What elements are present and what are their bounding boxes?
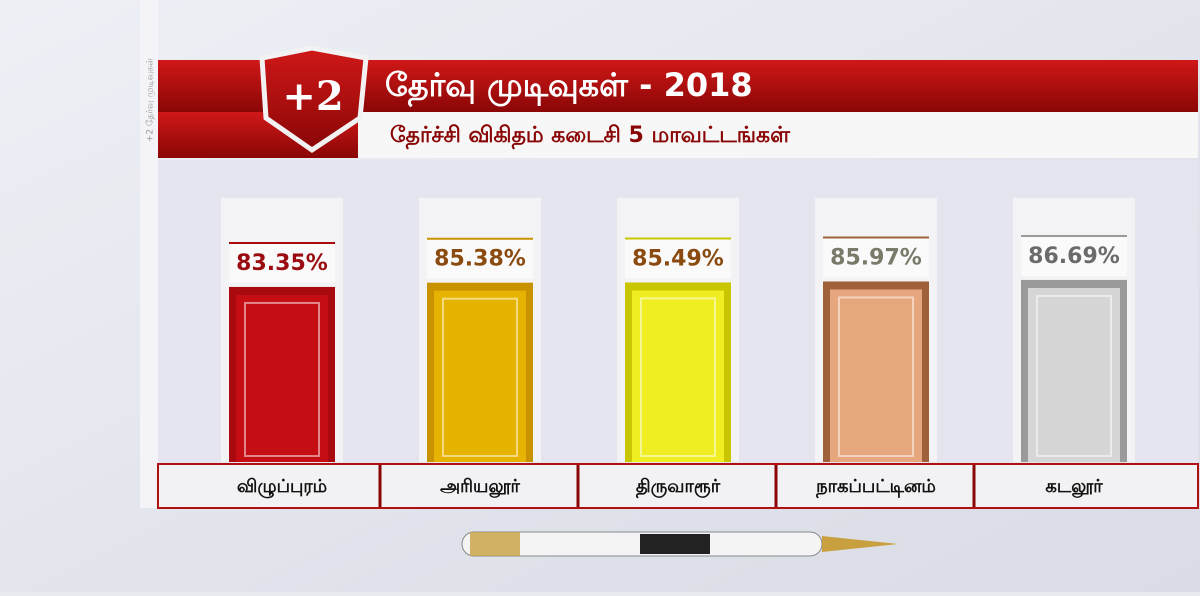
x-tick-label: கடலூர் <box>1045 476 1103 498</box>
bar-inner <box>838 296 914 458</box>
x-tick-label: அரியலூர் <box>440 476 520 498</box>
pen-nib <box>822 536 898 552</box>
value-label-box <box>427 238 533 279</box>
pen <box>461 531 898 557</box>
chart-subtitle: தேர்ச்சி விகிதம் கடைசி 5 மாவட்டங்கள் <box>390 123 791 150</box>
bar <box>1028 287 1120 462</box>
value-label-box <box>1021 235 1127 276</box>
bar <box>830 289 922 462</box>
x-tick-label: திருவாரூர் <box>636 476 721 499</box>
bar <box>632 290 724 462</box>
value-label: 85.49% <box>632 246 724 271</box>
value-label-box <box>823 237 929 278</box>
bar-inner <box>442 297 518 457</box>
x-tick-label: விழுப்புரம் <box>237 476 327 499</box>
badge: +2 <box>282 73 343 120</box>
value-label: 86.69% <box>1028 244 1120 269</box>
side-strip <box>140 0 158 508</box>
badge-shield <box>259 45 369 154</box>
value-label: 83.35% <box>236 251 328 276</box>
side-text: +2 தேர்வு முடிவுகள் <box>146 57 156 142</box>
value-label: 85.38% <box>434 247 526 272</box>
value-label: 85.97% <box>830 245 922 270</box>
bar-inner <box>1036 294 1112 457</box>
x-tick-label: நாகப்பட்டினம் <box>815 476 936 499</box>
pen-grip <box>640 534 710 554</box>
bar <box>236 294 328 462</box>
category-row <box>157 463 1199 509</box>
chart-title: தேர்வு முடிவுகள் - 2018 <box>385 66 753 107</box>
value-label-box <box>229 242 335 283</box>
value-label-box <box>625 238 731 279</box>
pen-cap-ring <box>470 532 520 556</box>
bar-inner <box>640 297 716 458</box>
bar-inner <box>244 301 320 457</box>
bar <box>434 290 526 462</box>
